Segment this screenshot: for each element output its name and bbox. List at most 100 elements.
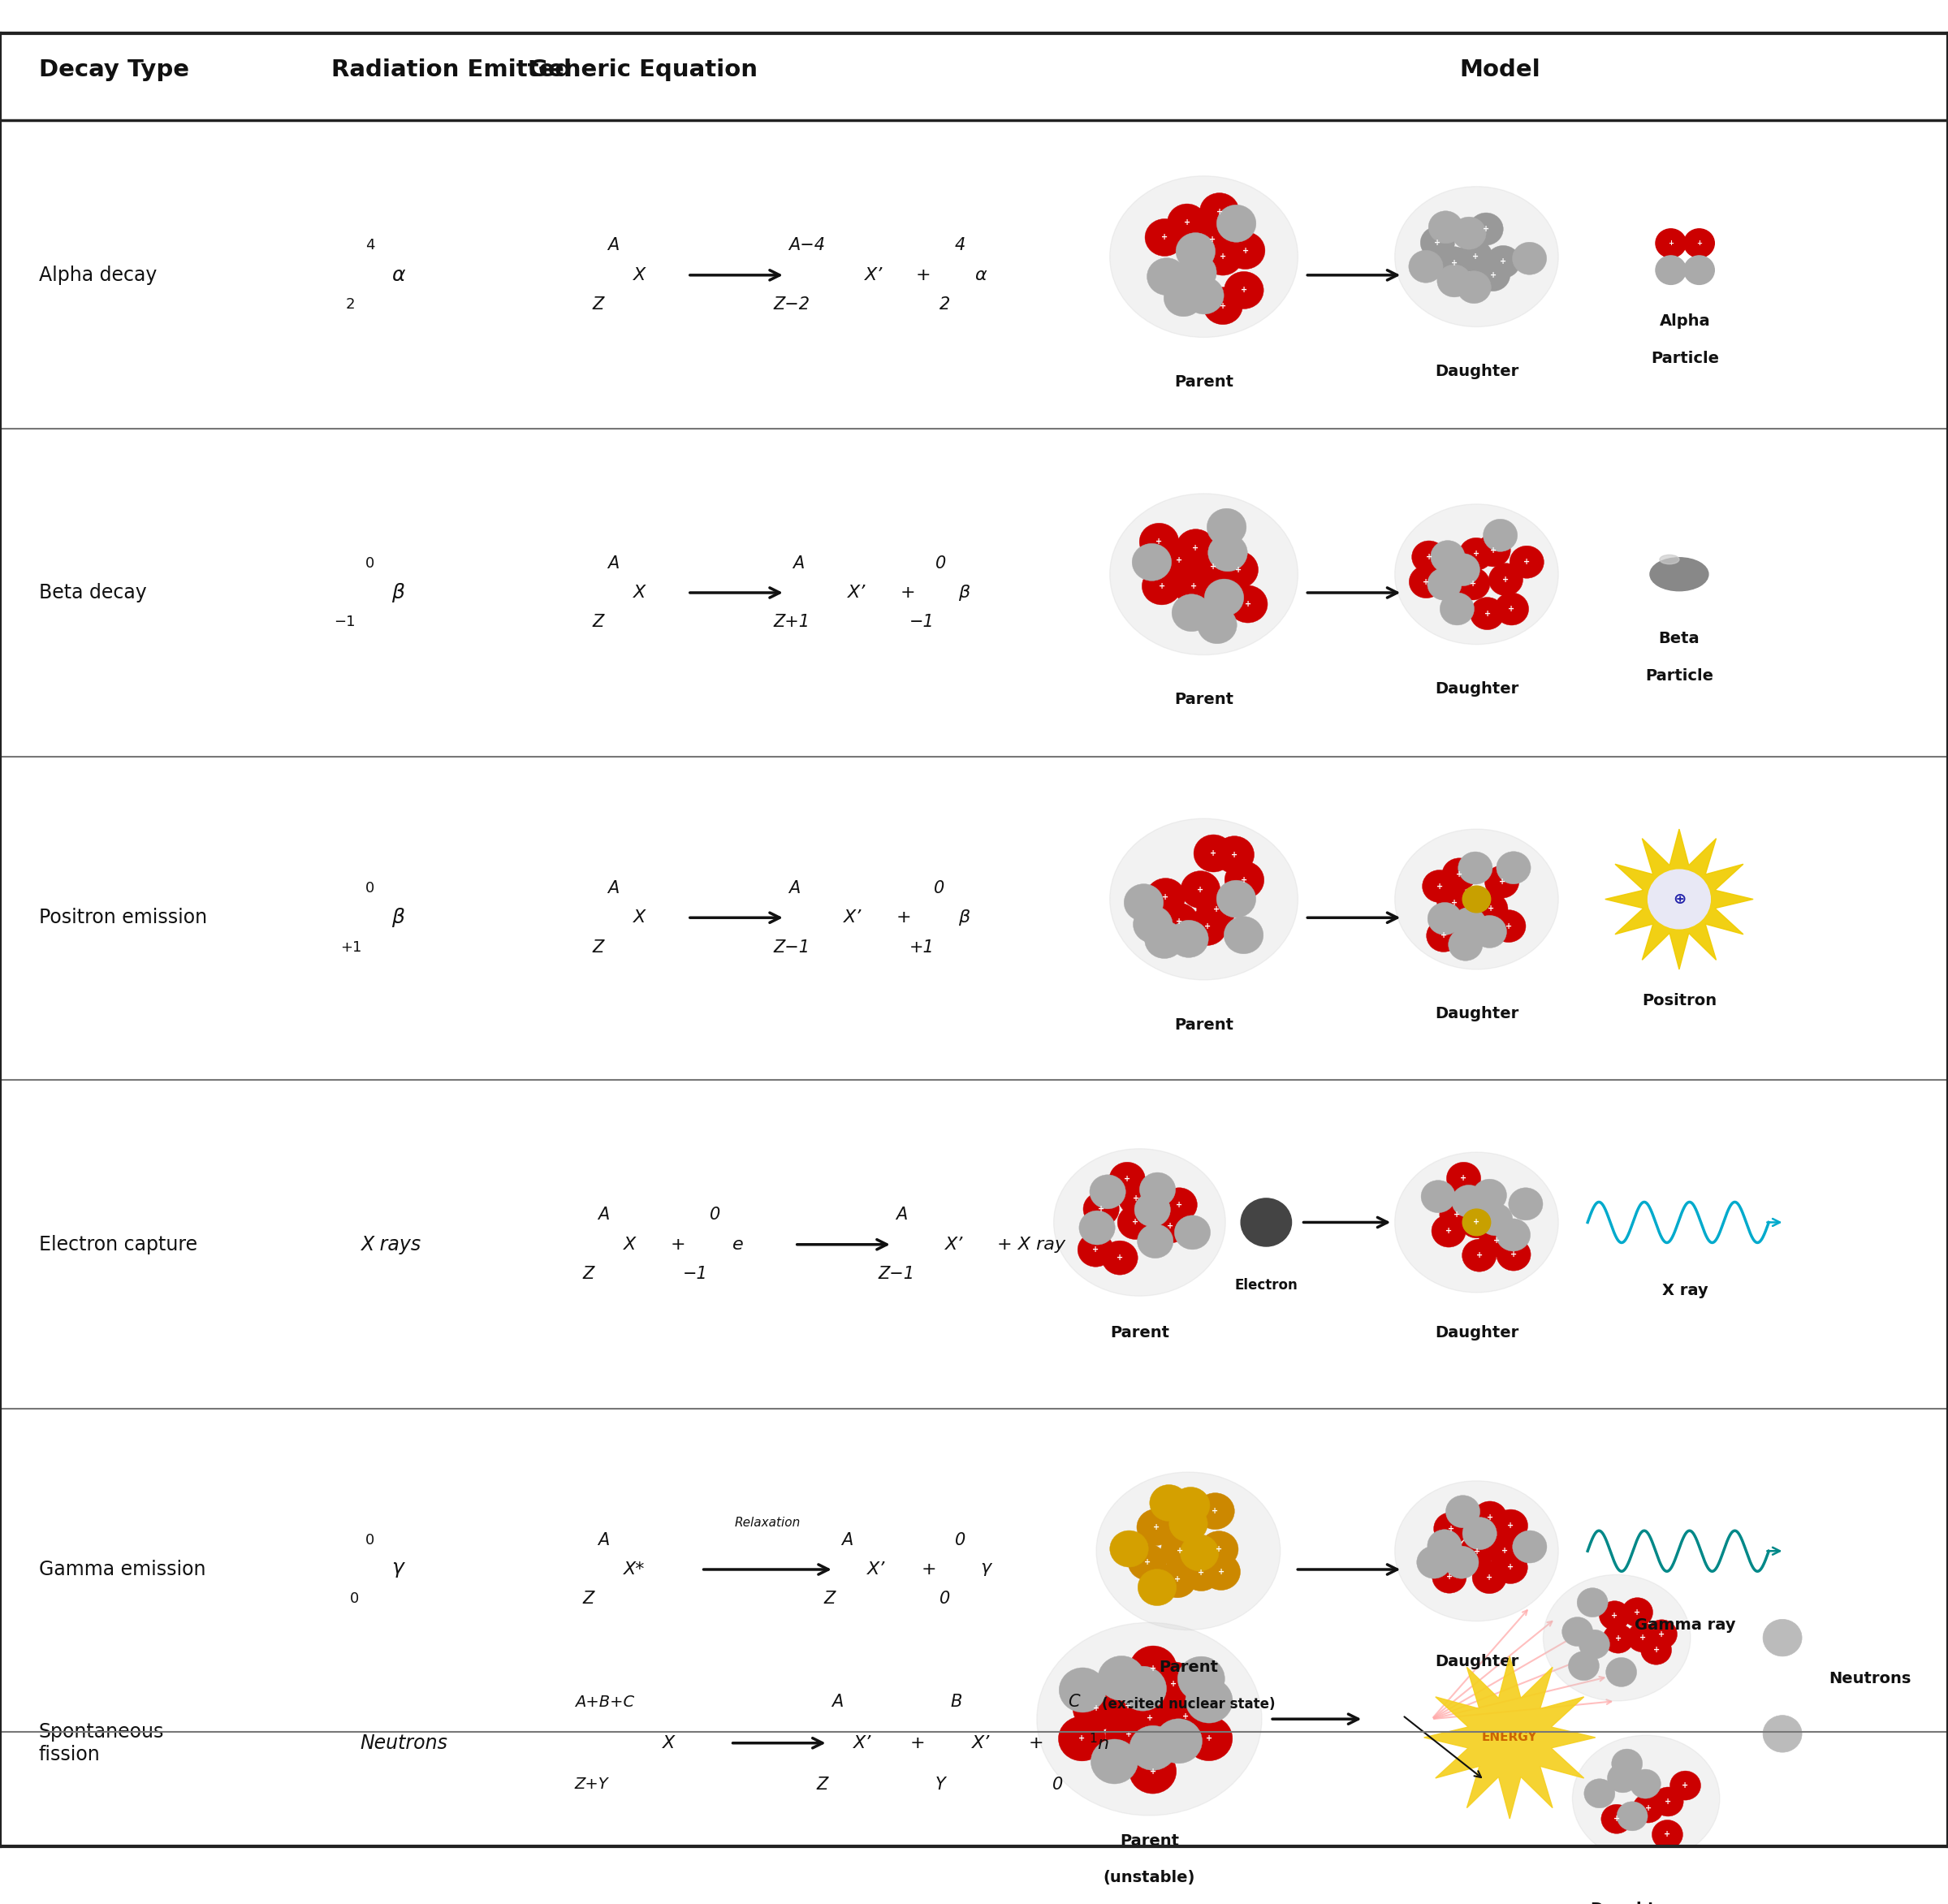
Circle shape (1447, 1161, 1480, 1194)
Circle shape (1188, 908, 1227, 946)
Circle shape (1058, 1716, 1106, 1761)
Circle shape (1089, 1175, 1126, 1209)
Text: Relaxation: Relaxation (734, 1517, 801, 1529)
Text: Positron: Positron (1642, 994, 1716, 1009)
Text: C: C (1068, 1693, 1079, 1710)
Circle shape (1177, 529, 1216, 567)
Circle shape (1451, 1184, 1486, 1217)
Circle shape (1451, 217, 1486, 249)
Text: +: + (1638, 1634, 1646, 1641)
Text: X’: X’ (865, 267, 882, 284)
Text: +: + (1167, 1222, 1173, 1230)
Circle shape (1147, 257, 1186, 295)
Circle shape (1163, 280, 1204, 316)
Circle shape (1159, 541, 1200, 579)
Text: +: + (1182, 1712, 1188, 1721)
Text: (excited nuclear state): (excited nuclear state) (1103, 1696, 1274, 1712)
Text: +: + (1219, 253, 1225, 261)
Text: A: A (608, 556, 619, 571)
Text: A: A (598, 1207, 610, 1222)
Text: +: + (1124, 1702, 1132, 1710)
Circle shape (1134, 1192, 1171, 1226)
Text: X: X (662, 1735, 674, 1752)
Circle shape (1763, 1618, 1802, 1656)
Text: +: + (1508, 1521, 1514, 1529)
Circle shape (1130, 1725, 1177, 1771)
Text: 2: 2 (347, 297, 355, 312)
Text: Z: Z (816, 1776, 828, 1792)
Circle shape (1459, 1537, 1494, 1569)
Text: +: + (1422, 577, 1430, 586)
Circle shape (1463, 1209, 1490, 1236)
Circle shape (1459, 240, 1492, 272)
Circle shape (1494, 592, 1529, 625)
Ellipse shape (1395, 1152, 1558, 1293)
Circle shape (1202, 1554, 1241, 1590)
Circle shape (1623, 1597, 1652, 1626)
Circle shape (1196, 891, 1237, 927)
Text: 0: 0 (366, 556, 374, 571)
Text: Z: Z (582, 1266, 594, 1281)
Circle shape (1683, 255, 1714, 284)
Text: +: + (1171, 1679, 1177, 1689)
Circle shape (1130, 1645, 1177, 1691)
Text: A: A (789, 880, 801, 897)
Text: +: + (1473, 251, 1479, 261)
Text: $\beta$: $\beta$ (958, 908, 970, 927)
Circle shape (1208, 508, 1247, 546)
Ellipse shape (1395, 828, 1558, 969)
Text: Particle: Particle (1650, 350, 1720, 366)
Text: Daughter: Daughter (1434, 1325, 1519, 1340)
Circle shape (1428, 1529, 1461, 1561)
Circle shape (1473, 1561, 1506, 1594)
Circle shape (1627, 1622, 1658, 1653)
Text: (unstable): (unstable) (1103, 1870, 1196, 1885)
Circle shape (1130, 1750, 1177, 1794)
Text: +: + (1116, 1253, 1124, 1262)
Text: +: + (1235, 565, 1241, 573)
Text: A: A (598, 1533, 610, 1548)
Text: 4: 4 (955, 238, 966, 253)
Circle shape (1151, 1209, 1188, 1243)
Text: Daughters: Daughters (1590, 1902, 1683, 1904)
Text: Z: Z (582, 1592, 594, 1607)
Circle shape (1118, 1205, 1153, 1240)
Text: Electron capture: Electron capture (39, 1236, 197, 1255)
Text: Spontaneous
fission: Spontaneous fission (39, 1721, 164, 1765)
Circle shape (1412, 541, 1445, 573)
Circle shape (1163, 1695, 1210, 1738)
Text: Z+1: Z+1 (773, 615, 810, 630)
Text: +: + (1440, 931, 1447, 941)
Text: 0: 0 (939, 1592, 951, 1607)
Text: 0: 0 (933, 880, 945, 897)
Text: +: + (1212, 1508, 1219, 1516)
Circle shape (1192, 221, 1231, 259)
Ellipse shape (1660, 554, 1679, 564)
Circle shape (1512, 242, 1547, 274)
Text: $\beta$: $\beta$ (958, 583, 970, 602)
Circle shape (1177, 232, 1216, 270)
Circle shape (1420, 227, 1455, 259)
Text: +: + (1198, 885, 1204, 893)
Circle shape (1640, 1636, 1671, 1664)
Text: +: + (1210, 849, 1218, 857)
Text: +: + (1634, 1609, 1640, 1616)
Text: +: + (1155, 537, 1163, 546)
Text: Model: Model (1459, 59, 1541, 82)
Circle shape (1488, 564, 1523, 596)
Circle shape (1605, 1658, 1636, 1687)
Text: Parent: Parent (1120, 1834, 1179, 1849)
Circle shape (1198, 605, 1237, 644)
Text: +: + (1206, 1735, 1212, 1742)
Ellipse shape (1650, 558, 1708, 590)
Text: 0: 0 (366, 1533, 374, 1548)
Text: Z−2: Z−2 (773, 297, 810, 312)
Text: ENERGY: ENERGY (1482, 1731, 1537, 1744)
Circle shape (1451, 908, 1486, 941)
Circle shape (1225, 861, 1264, 899)
Text: +: + (1455, 870, 1463, 878)
Circle shape (1175, 1215, 1210, 1249)
Text: +1: +1 (341, 941, 360, 954)
Text: +: + (1498, 878, 1506, 885)
Text: +: + (1029, 1735, 1044, 1752)
